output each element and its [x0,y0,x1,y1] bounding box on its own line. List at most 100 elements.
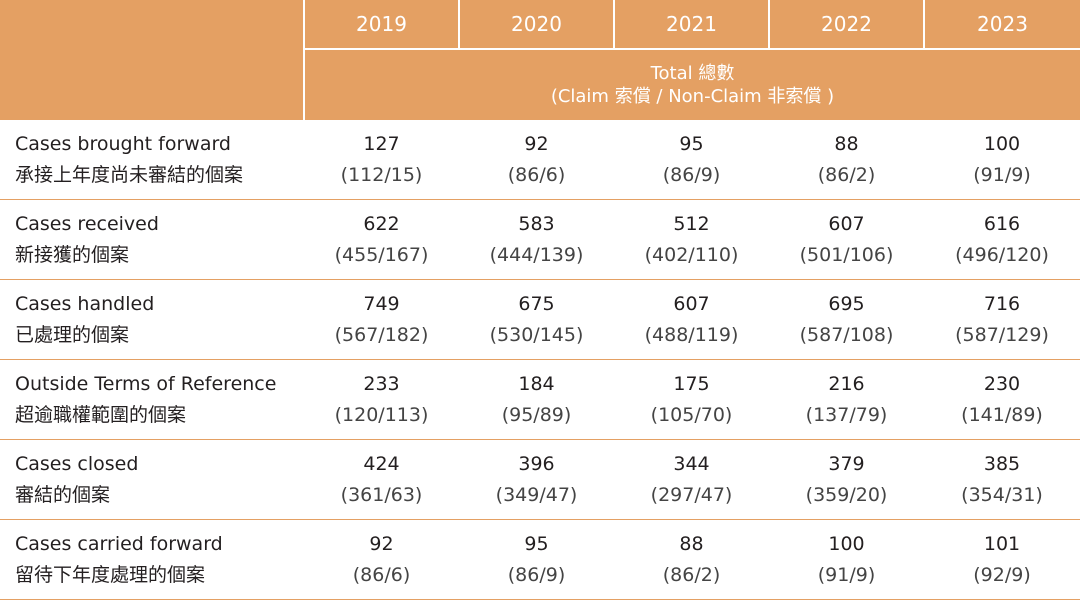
year-header-2021: 2021 [613,0,769,50]
cell-2020: 675 (530/145) [459,279,614,360]
table-row-carried-forward: Cases carried forward 留待下年度處理的個案 92 (86/6) 9… [0,519,1080,600]
cell-claim-split: (112/15) [340,163,423,186]
total-header-row: Total 總數 (Claim 索償 / Non-Claim 非索償 ) [0,49,1080,120]
cell-claim-split: (587/108) [799,323,894,346]
cell-total: 88 [834,132,859,155]
cell-total: 233 [363,372,400,395]
cell-2019: 749 (567/182) [304,279,459,360]
cell-2023: 616 (496/120) [924,199,1080,280]
row-label: Cases brought forward 承接上年度尚未審結的個案 [0,120,304,200]
cell-2021: 512 (402/110) [614,199,769,280]
cell-claim-split: (444/139) [489,243,584,266]
cell-claim-split: (349/47) [495,483,578,506]
row-label-zh: 已處理的個案 [15,323,130,346]
row-label: Cases handled 已處理的個案 [0,279,304,360]
cell-total: 512 [673,212,710,235]
header-corner [0,0,304,120]
total-header: Total 總數 (Claim 索償 / Non-Claim 非索償 ) [303,49,1080,120]
cell-2020: 583 (444/139) [459,199,614,280]
cell-2020: 184 (95/89) [459,359,614,440]
cell-claim-split: (86/2) [662,563,721,586]
cell-claim-split: (86/2) [817,163,876,186]
year-header-row: 2019 2020 2021 2022 2023 [0,0,1080,120]
table-row-brought-forward: Cases brought forward 承接上年度尚未審結的個案 127 (112… [0,120,1080,200]
year-header-2022: 2022 [768,0,924,50]
cell-claim-split: (501/106) [799,243,894,266]
cell-2020: 92 (86/6) [459,120,614,200]
total-header-line1: Total 總數 [650,63,735,84]
cell-total: 749 [363,292,400,315]
cell-total: 622 [363,212,400,235]
cell-claim-split: (120/113) [334,403,429,426]
cell-2022: 100 (91/9) [769,519,924,600]
cell-2022: 379 (359/20) [769,439,924,520]
cell-claim-split: (488/119) [644,323,739,346]
row-label: Cases received 新接獲的個案 [0,199,304,280]
row-label-zh: 審結的個案 [15,483,111,506]
row-label-zh: 承接上年度尚未審結的個案 [15,163,244,186]
table-row-handled: Cases handled 已處理的個案 749 (567/182) 675 (530/1… [0,279,1080,360]
table-row-outside-terms: Outside Terms of Reference 超逾職權範圍的個案 233 (1… [0,359,1080,440]
cell-claim-split: (86/9) [507,563,566,586]
cell-total: 695 [828,292,865,315]
year-header-2020: 2020 [458,0,614,50]
cell-claim-split: (86/9) [662,163,721,186]
cell-2019: 233 (120/113) [304,359,459,440]
cell-total: 379 [828,452,865,475]
cell-total: 344 [673,452,710,475]
cell-2023: 385 (354/31) [924,439,1080,520]
cell-claim-split: (361/63) [340,483,423,506]
cell-total: 607 [673,292,710,315]
cell-total: 607 [828,212,865,235]
cell-2020: 396 (349/47) [459,439,614,520]
row-label: Cases closed 審結的個案 [0,439,304,520]
cell-2023: 101 (92/9) [924,519,1080,600]
cell-2021: 175 (105/70) [614,359,769,440]
cell-2021: 95 (86/9) [614,120,769,200]
cell-claim-split: (86/6) [507,163,566,186]
cell-2023: 230 (141/89) [924,359,1080,440]
cell-claim-split: (587/129) [955,323,1049,346]
cell-claim-split: (297/47) [650,483,733,506]
cell-2019: 92 (86/6) [304,519,459,600]
cell-total: 385 [983,452,1021,475]
cell-claim-split: (567/182) [334,323,429,346]
cell-total: 88 [679,532,704,555]
cell-total: 127 [363,132,400,155]
cell-total: 396 [518,452,555,475]
cell-2021: 344 (297/47) [614,439,769,520]
cell-total: 92 [369,532,394,555]
cell-claim-split: (86/6) [352,563,411,586]
cell-total: 100 [983,132,1021,155]
cell-claim-split: (92/9) [973,563,1031,586]
cell-claim-split: (496/120) [955,243,1049,266]
cell-total: 101 [983,532,1021,555]
cell-2022: 88 (86/2) [769,120,924,200]
row-label-en: Cases received [15,212,159,235]
cell-total: 95 [679,132,704,155]
cell-2023: 716 (587/129) [924,279,1080,360]
cell-2019: 424 (361/63) [304,439,459,520]
cell-total: 100 [828,532,865,555]
cell-total: 675 [518,292,555,315]
row-label: Outside Terms of Reference 超逾職權範圍的個案 [0,359,304,440]
cell-total: 716 [983,292,1021,315]
row-label-zh: 新接獲的個案 [15,243,130,266]
row-label-zh: 超逾職權範圍的個案 [15,403,187,426]
cell-total: 175 [673,372,710,395]
cell-claim-split: (137/79) [805,403,888,426]
cell-claim-split: (105/70) [650,403,733,426]
cell-claim-split: (91/9) [973,163,1031,186]
row-label-en: Cases closed [15,452,139,475]
cell-2023: 100 (91/9) [924,120,1080,200]
cell-total: 424 [363,452,400,475]
cell-total: 583 [518,212,555,235]
cell-claim-split: (359/20) [805,483,888,506]
table-row-received: Cases received 新接獲的個案 622 (455/167) 583 (444/… [0,199,1080,280]
cell-2022: 216 (137/79) [769,359,924,440]
cell-2019: 127 (112/15) [304,120,459,200]
cell-2021: 88 (86/2) [614,519,769,600]
table-row-closed: Cases closed 審結的個案 424 (361/63) 396 (349/47) 3… [0,439,1080,520]
cell-claim-split: (141/89) [961,403,1043,426]
